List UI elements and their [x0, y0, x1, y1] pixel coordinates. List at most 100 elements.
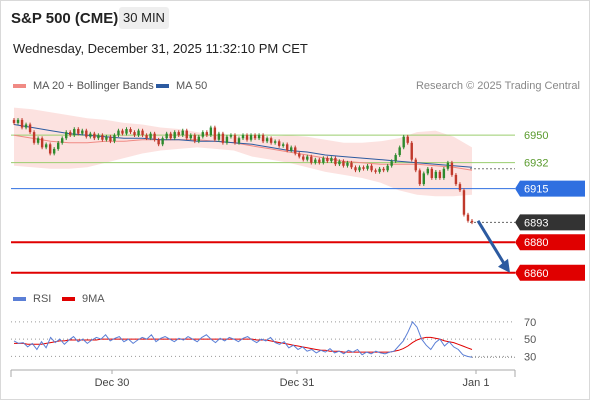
- legend-9ma: 9MA: [62, 293, 105, 305]
- datetime-label: Wednesday, December 31, 2025 11:32:10 PM…: [13, 41, 308, 56]
- candle-body: [205, 132, 209, 136]
- candle-body: [342, 161, 345, 166]
- legend-ma50-label: MA 50: [176, 80, 208, 92]
- candle-body: [169, 133, 172, 139]
- level-label-6915: 6915: [524, 184, 548, 196]
- candle-body: [458, 184, 462, 191]
- candle-body: [426, 168, 430, 174]
- candle-body: [145, 135, 148, 139]
- candle-body: [193, 135, 196, 142]
- ma50-swatch: [156, 84, 169, 88]
- candle-body: [201, 132, 205, 137]
- level-tag-6893: [515, 214, 585, 231]
- candle-body: [213, 127, 217, 140]
- candle-body: [133, 132, 136, 136]
- candle-body: [20, 119, 24, 128]
- candle-body: [273, 141, 277, 143]
- candle-body: [358, 167, 361, 171]
- candle-body: [209, 127, 213, 136]
- candle-body: [466, 214, 470, 221]
- candle-body: [181, 130, 184, 136]
- candle-body: [173, 132, 176, 139]
- candle-body: [137, 130, 140, 136]
- candle-body: [281, 144, 285, 146]
- candle-body: [386, 165, 389, 171]
- rsi-swatch: [13, 297, 26, 301]
- candle-body: [418, 170, 421, 185]
- candle-body: [153, 133, 156, 140]
- candle-body: [410, 142, 413, 160]
- candle-body: [165, 133, 168, 139]
- legend-rsi-label: RSI: [33, 293, 52, 305]
- candle-body: [221, 133, 225, 143]
- candle-body: [290, 147, 293, 151]
- candle-body: [24, 124, 28, 128]
- candle-body: [32, 132, 36, 143]
- level-label-6880: 6880: [524, 237, 548, 249]
- candle-body: [350, 162, 353, 168]
- candle-body: [113, 135, 116, 142]
- candle-body: [73, 129, 76, 136]
- legend-ma50: MA 50: [156, 80, 207, 92]
- candle-body: [406, 136, 409, 143]
- x-label-1: Dec 31: [280, 377, 315, 389]
- bollinger-band: [14, 107, 472, 197]
- candle-body: [61, 138, 64, 143]
- candle-body: [109, 136, 112, 142]
- candle-body: [253, 135, 257, 139]
- level-label-6950: 6950: [524, 130, 548, 142]
- level-tag-6880: [515, 234, 585, 251]
- candle-body: [69, 132, 72, 136]
- candle-body: [237, 138, 241, 143]
- candle-body: [121, 130, 124, 134]
- candle-body: [265, 138, 269, 142]
- candle-body: [462, 190, 466, 215]
- candle-body: [48, 144, 52, 154]
- candle-body: [52, 148, 56, 154]
- candle-body: [338, 161, 341, 165]
- candle-body: [81, 130, 84, 134]
- candle-body: [93, 133, 96, 139]
- candle-body: [450, 162, 454, 175]
- legend-9ma-label: 9MA: [82, 293, 105, 305]
- level-tag-6915: [515, 180, 585, 197]
- candle-body: [454, 174, 458, 185]
- candle-body: [354, 167, 357, 171]
- level-label-6860: 6860: [524, 268, 548, 280]
- candle-body: [12, 119, 16, 123]
- candle-body: [402, 136, 405, 148]
- candle-body: [298, 153, 301, 157]
- rsi-level-label-30: 30: [524, 351, 536, 363]
- candle-body: [141, 130, 144, 136]
- candle-body: [446, 162, 450, 169]
- candle-body: [362, 167, 365, 169]
- candle-body: [185, 130, 188, 139]
- candle-body: [117, 130, 120, 136]
- ma20-swatch: [13, 84, 26, 88]
- candle-body: [245, 135, 249, 140]
- candle-body: [197, 136, 201, 142]
- candle-body: [44, 144, 48, 148]
- candle-body: [422, 173, 425, 185]
- ma9-swatch: [62, 297, 75, 301]
- candle-body: [89, 133, 92, 137]
- candle-body: [225, 136, 229, 143]
- candle-body: [101, 135, 104, 140]
- candle-body: [105, 136, 108, 140]
- candle-body: [322, 158, 325, 163]
- timeframe-button[interactable]: 30 MIN: [119, 7, 169, 29]
- candle-body: [434, 171, 438, 178]
- candle-body: [294, 147, 297, 154]
- candle-body: [40, 138, 44, 148]
- candle-body: [77, 129, 80, 134]
- candle-body: [125, 129, 128, 134]
- candle-body: [318, 159, 321, 163]
- candle-body: [157, 139, 160, 145]
- candle-body: [97, 135, 100, 139]
- candle-body: [366, 165, 369, 169]
- x-label-0: Dec 30: [95, 377, 130, 389]
- level-tag-6860: [515, 264, 585, 281]
- candle-body: [177, 132, 180, 136]
- legend-ma20-label: MA 20 + Bollinger Bands: [33, 80, 154, 92]
